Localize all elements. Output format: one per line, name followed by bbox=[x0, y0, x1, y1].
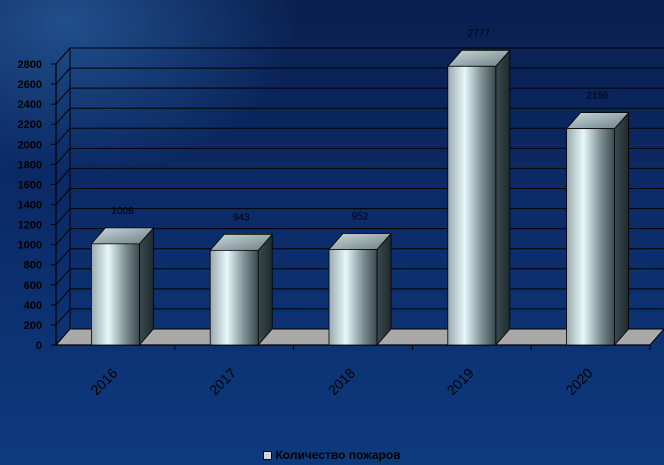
bar-side bbox=[138, 226, 154, 347]
bar-side bbox=[614, 111, 629, 347]
y-tick-label: 1400 bbox=[18, 200, 42, 212]
data-label: 943 bbox=[233, 212, 250, 223]
gridline-side bbox=[55, 168, 71, 185]
gridline-side bbox=[55, 268, 71, 286]
gridline-side bbox=[55, 288, 71, 306]
legend-swatch bbox=[263, 451, 273, 461]
legend-label: Количество пожаров bbox=[275, 448, 401, 462]
gridline-side bbox=[55, 208, 71, 225]
gridline-side bbox=[55, 47, 71, 65]
legend: Количество пожаров bbox=[0, 448, 664, 462]
y-tick-label: 1000 bbox=[18, 240, 42, 252]
gridline-side bbox=[55, 127, 71, 145]
gridline-side bbox=[55, 228, 71, 245]
bars bbox=[90, 49, 630, 347]
bar bbox=[91, 243, 140, 346]
y-tick-label: 2800 bbox=[18, 59, 42, 71]
y-tick-label: 2600 bbox=[18, 79, 42, 91]
bar-side bbox=[495, 49, 511, 347]
data-label: 2156 bbox=[586, 91, 609, 102]
y-tick-label: 800 bbox=[24, 260, 42, 272]
gridline-side bbox=[55, 248, 71, 266]
y-tick-label: 2000 bbox=[18, 139, 42, 151]
y-tick-label: 1600 bbox=[18, 179, 42, 191]
y-tick-label: 1200 bbox=[18, 220, 42, 232]
bar bbox=[447, 65, 497, 346]
bar-side bbox=[376, 232, 392, 347]
y-tick-label: 600 bbox=[24, 280, 42, 292]
bar-side bbox=[257, 233, 273, 347]
bar bbox=[209, 249, 259, 346]
gridline-side bbox=[55, 107, 71, 125]
bar bbox=[328, 249, 378, 346]
y-tick-label: 2400 bbox=[18, 99, 42, 111]
y-tick-label: 400 bbox=[24, 300, 42, 312]
gridline-side bbox=[55, 67, 71, 85]
data-label: 2777 bbox=[468, 28, 491, 39]
gridline-side bbox=[55, 148, 71, 165]
background-glow bbox=[0, 0, 664, 440]
y-tick-label: 2200 bbox=[18, 119, 42, 131]
data-label: 1008 bbox=[111, 206, 134, 217]
y-tick-label: 1800 bbox=[18, 159, 42, 171]
data-label: 952 bbox=[352, 211, 369, 222]
y-tick-label: 200 bbox=[24, 320, 42, 332]
gridline-side bbox=[55, 87, 71, 105]
bar bbox=[566, 128, 615, 346]
gridline-side bbox=[55, 188, 71, 205]
bar-chart: 0 200 400 600 800 1000 1200 1400 1600 1800 2000 220… bbox=[0, 0, 664, 440]
gridline-side bbox=[55, 308, 71, 326]
y-tick-label: 0 bbox=[36, 340, 42, 352]
